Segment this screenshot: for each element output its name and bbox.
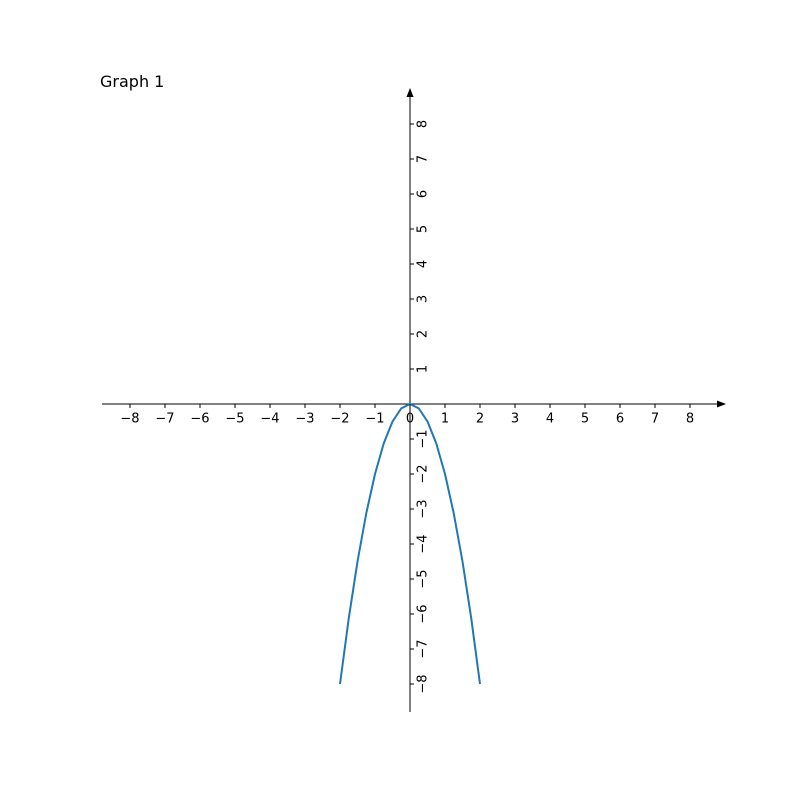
y-tick-label: −2 (416, 464, 431, 483)
y-tick-label: 5 (416, 225, 431, 233)
y-tick-label: 8 (416, 120, 431, 128)
y-axis-arrow (406, 88, 414, 97)
y-tick-label: −5 (416, 569, 431, 588)
y-tick-label: 6 (416, 190, 431, 198)
x-tick-label: −2 (330, 412, 349, 427)
x-tick-label: 3 (511, 412, 519, 427)
x-tick-label: 0 (406, 412, 414, 427)
x-axis-arrow (717, 400, 726, 408)
y-tick-label: −8 (416, 674, 431, 693)
x-tick-label: 5 (581, 412, 589, 427)
x-tick-label: −3 (295, 412, 314, 427)
x-tick-label: 7 (651, 412, 659, 427)
y-tick-label: 4 (416, 260, 431, 268)
y-tick-label: −4 (416, 534, 431, 553)
axes (102, 88, 726, 712)
y-tick-label: 3 (416, 295, 431, 303)
x-tick-label: 2 (476, 412, 484, 427)
y-tick-label: −7 (416, 639, 431, 658)
chart-title: Graph 1 (100, 72, 165, 91)
x-tick-label: −6 (190, 412, 209, 427)
y-tick-label: −6 (416, 604, 431, 623)
y-tick-label: 2 (416, 330, 431, 338)
x-tick-label: −7 (155, 412, 174, 427)
x-tick-label: 4 (546, 412, 554, 427)
x-tick-label: −1 (365, 412, 384, 427)
x-tick-label: −8 (120, 412, 139, 427)
y-tick-label: −3 (416, 499, 431, 518)
ticks: −8 −7 −6 −5 −4 −3 −2 −1 0 1 2 3 4 5 6 7 8−8−7−6−5−4−3−2−… (120, 120, 694, 694)
y-tick-label: 1 (416, 365, 431, 373)
y-tick-label: −1 (416, 429, 431, 448)
x-tick-label: 6 (616, 412, 624, 427)
y-tick-label: 7 (416, 155, 431, 163)
x-tick-label: −5 (225, 412, 244, 427)
x-tick-label: −4 (260, 412, 279, 427)
x-tick-label: 8 (686, 412, 694, 427)
x-tick-label: 1 (441, 412, 449, 427)
